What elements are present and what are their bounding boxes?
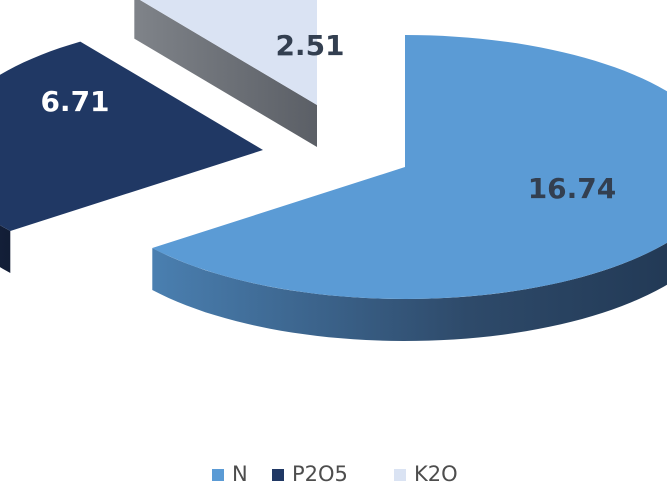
pie-slice-k2o-top bbox=[140, 0, 317, 105]
legend-swatch-n bbox=[212, 469, 224, 481]
legend: N P2O5 K2O bbox=[212, 462, 458, 486]
pie-slice-n-side bbox=[152, 242, 667, 341]
pie-slice-n bbox=[152, 35, 667, 341]
data-labels: 16.74 6.71 2.51 bbox=[40, 29, 616, 205]
data-label-p2o5: 6.71 bbox=[40, 85, 109, 118]
data-label-n: 16.74 bbox=[528, 172, 617, 205]
pie-slice-k2o-wall bbox=[134, 0, 317, 147]
legend-swatch-k2o bbox=[394, 469, 406, 481]
legend-label-n: N bbox=[232, 462, 248, 486]
legend-item-p2o5: P2O5 bbox=[272, 462, 348, 486]
pie-slice-p2o5-side bbox=[0, 225, 11, 273]
legend-swatch-p2o5 bbox=[272, 469, 284, 481]
pie-slice-p2o5 bbox=[0, 41, 263, 273]
pie-slice-n-top bbox=[152, 35, 667, 299]
data-label-k2o: 2.51 bbox=[275, 29, 344, 62]
legend-item-k2o: K2O bbox=[394, 462, 458, 486]
legend-item-n: N bbox=[212, 462, 248, 486]
pie-slice-k2o bbox=[134, 0, 317, 147]
pie-slice-p2o5-top bbox=[0, 41, 263, 231]
legend-label-p2o5: P2O5 bbox=[292, 462, 348, 486]
pie-slices bbox=[0, 0, 667, 341]
legend-label-k2o: K2O bbox=[414, 462, 458, 486]
